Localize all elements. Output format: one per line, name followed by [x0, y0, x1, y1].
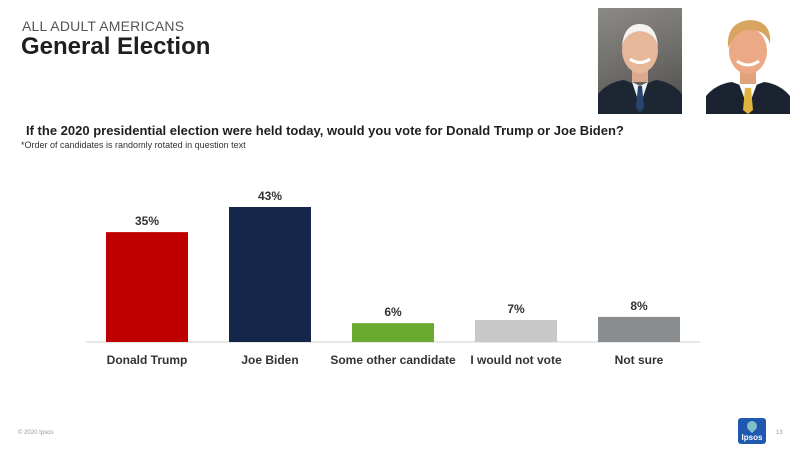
bar	[106, 232, 188, 342]
page-number: 13	[776, 430, 783, 436]
bar	[352, 323, 434, 342]
bar-value-label: 7%	[507, 302, 525, 316]
bar	[229, 207, 311, 342]
logo-drop-icon	[744, 418, 760, 434]
category-label: I would not vote	[470, 353, 562, 367]
bar-value-label: 8%	[630, 299, 648, 313]
category-label: Joe Biden	[241, 353, 298, 367]
eyebrow-label: ALL ADULT AMERICANS	[22, 18, 185, 34]
category-label: Some other candidate	[330, 353, 456, 367]
question-footnote: *Order of candidates is randomly rotated…	[21, 140, 246, 150]
category-label: Not sure	[615, 353, 664, 367]
page-title: General Election	[21, 33, 211, 60]
logo-wordmark: Ipsos	[741, 433, 763, 442]
ipsos-logo: Ipsos	[738, 418, 766, 444]
trump-portrait-image	[706, 8, 790, 114]
copyright-text: © 2020 Ipsos	[18, 430, 54, 436]
biden-portrait-graphic	[598, 24, 682, 114]
bar	[598, 316, 680, 342]
category-label: Donald Trump	[107, 353, 188, 367]
biden-portrait-image	[598, 8, 682, 114]
bar-value-label: 6%	[384, 305, 402, 319]
bar-value-label: 35%	[135, 214, 159, 228]
trump-portrait-graphic	[706, 20, 790, 114]
survey-question: If the 2020 presidential election were h…	[26, 123, 624, 138]
bar-value-label: 43%	[258, 189, 282, 203]
bar	[475, 320, 557, 342]
